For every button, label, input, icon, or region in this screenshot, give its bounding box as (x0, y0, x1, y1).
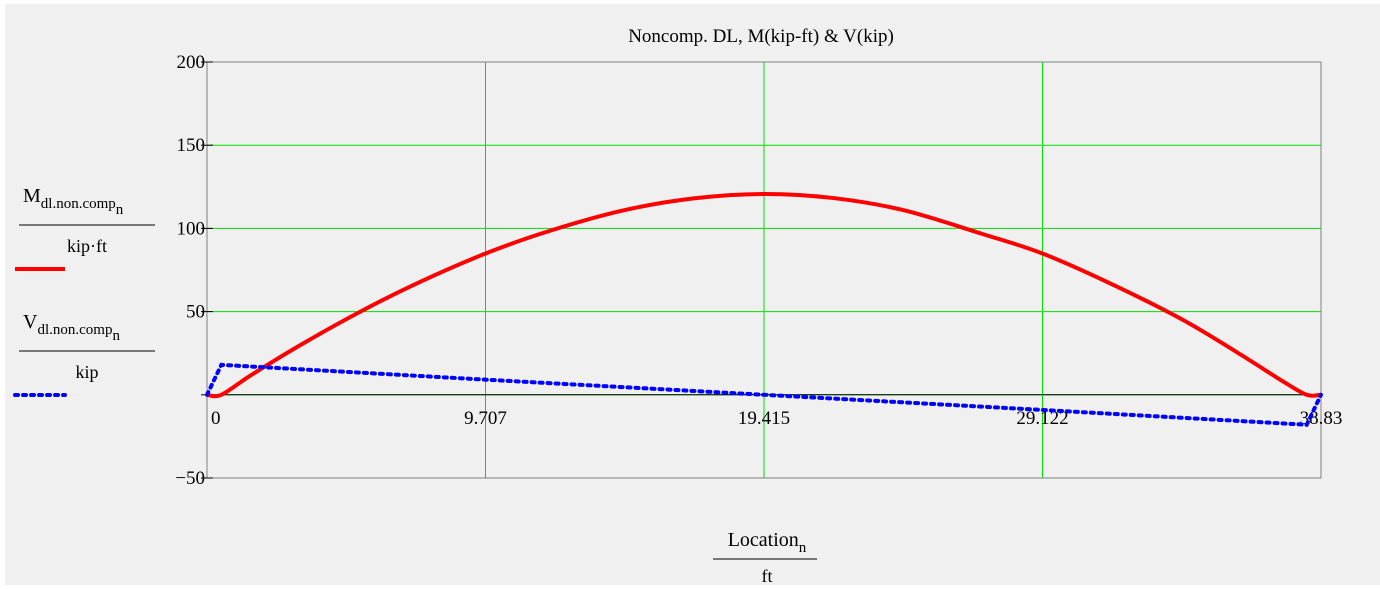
x-axis-label: Locationn ft (713, 529, 817, 585)
y-tick-label: 100 (177, 218, 206, 239)
x-tick-label: 38.83 (1300, 408, 1343, 429)
legend-series-name: Vdl.non.compn (23, 311, 120, 344)
y-tick-labels: 200 150 100 50 −50 (175, 52, 205, 489)
y-tick-label: 200 (177, 52, 206, 73)
y-tick-label: 50 (186, 302, 205, 323)
chart-title: Noncomp. DL, M(kip-ft) & V(kip) (628, 26, 894, 47)
chart-svg: Noncomp. DL, M(kip-ft) & V(kip) 200 150 10… (13, 26, 1342, 585)
legend-unit: kip·ft (67, 236, 107, 256)
series-layer (205, 191, 1323, 427)
x-tick-label: 9.707 (464, 408, 507, 429)
x-axis-unit: ft (762, 566, 773, 585)
legend: Mdl.non.compn kip·ft Vdl.non.compn kip (13, 185, 155, 397)
legend-series-name: Mdl.non.compn (23, 185, 124, 218)
x-axis-label-name: Locationn (728, 529, 807, 556)
plot-border (206, 61, 1322, 479)
y-tick-label: −50 (175, 468, 205, 489)
y-tick-label: 150 (177, 135, 206, 156)
chart-area: Noncomp. DL, M(kip-ft) & V(kip) 200 150 10… (5, 4, 1380, 585)
legend-unit: kip (75, 362, 98, 382)
x-tick-label: 0 (211, 408, 221, 429)
x-tick-labels: 0 9.707 19.415 29.122 38.83 (211, 408, 1342, 429)
x-tick-label: 29.122 (1016, 408, 1068, 429)
x-tick-label: 19.415 (738, 408, 790, 429)
